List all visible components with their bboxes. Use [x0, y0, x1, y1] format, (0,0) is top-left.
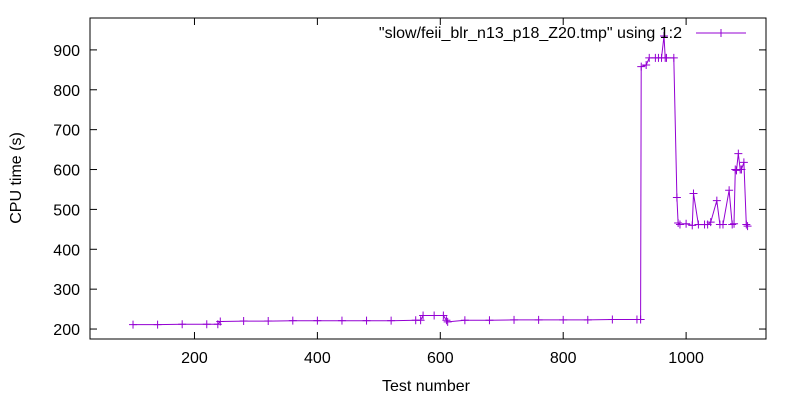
data-point-marker	[662, 53, 671, 62]
y-tick-label: 300	[53, 282, 80, 299]
x-tick-label: 1000	[668, 350, 704, 367]
data-point-marker	[706, 218, 715, 227]
data-point-marker	[718, 220, 727, 229]
data-point-marker	[689, 189, 698, 198]
data-point-marker	[485, 316, 494, 325]
data-point-marker	[608, 315, 617, 324]
data-point-marker	[202, 320, 211, 329]
data-point-marker	[313, 316, 322, 325]
y-tick-label: 500	[53, 202, 80, 219]
data-point-marker	[443, 317, 452, 326]
data-point-marker	[743, 222, 752, 231]
data-point-marker	[682, 219, 691, 228]
data-point-marker	[460, 316, 469, 325]
y-tick-label: 400	[53, 242, 80, 259]
data-point-marker	[510, 315, 519, 324]
data-point-marker	[239, 317, 248, 326]
data-point-marker	[153, 320, 162, 329]
axis-tick-labels: 200 400 600 800 1000 200 300 400 500 600 700 800 900	[53, 43, 704, 367]
data-point-marker	[737, 165, 746, 174]
data-point-marker	[732, 166, 741, 175]
data-point-marker	[730, 219, 739, 228]
data-point-marker	[430, 311, 439, 320]
y-tick-label: 600	[53, 163, 80, 180]
data-point-marker	[439, 311, 448, 320]
data-point-marker	[583, 315, 592, 324]
data-point-marker	[264, 317, 273, 326]
data-point-marker	[712, 196, 721, 205]
data-point-marker	[669, 53, 678, 62]
x-tick-label: 600	[427, 350, 454, 367]
x-tick-label: 200	[181, 350, 208, 367]
data-point-marker	[337, 316, 346, 325]
data-point-marker	[728, 220, 737, 229]
data-point-marker	[688, 221, 697, 230]
series-layer	[129, 31, 752, 329]
data-point-marker	[642, 61, 651, 70]
data-point-marker	[734, 149, 743, 158]
data-point-marker	[178, 320, 187, 329]
data-point-marker	[637, 62, 646, 71]
y-tick-label: 700	[53, 123, 80, 140]
data-point-marker	[725, 186, 734, 195]
data-point-marker	[674, 218, 683, 227]
y-tick-label: 900	[53, 43, 80, 60]
data-point-marker	[636, 315, 645, 324]
data-point-marker	[659, 31, 668, 40]
data-point-marker	[129, 320, 138, 329]
axis-ticks	[90, 18, 766, 339]
data-point-marker	[534, 315, 543, 324]
data-point-marker	[442, 316, 451, 325]
data-point-marker	[387, 316, 396, 325]
y-tick-label: 800	[53, 83, 80, 100]
x-tick-label: 400	[304, 350, 331, 367]
data-point-marker	[742, 220, 751, 229]
legend-plus-marker	[717, 29, 725, 37]
data-point-marker	[216, 317, 225, 326]
data-point-marker	[419, 311, 428, 320]
series-line	[133, 35, 748, 326]
data-point-marker	[672, 193, 681, 202]
legend-label: "slow/feii_blr_n13_p18_Z20.tmp" using 1:…	[379, 25, 682, 42]
x-axis-title: Test number	[382, 378, 471, 395]
plot-frame	[89, 17, 767, 340]
data-point-marker	[739, 158, 748, 167]
data-point-marker	[675, 220, 684, 229]
legend-swatch-marker	[717, 29, 725, 37]
y-axis-title: CPU time (s)	[8, 132, 25, 224]
data-point-marker	[362, 316, 371, 325]
data-point-marker	[288, 316, 297, 325]
x-tick-label: 800	[550, 350, 577, 367]
legend: "slow/feii_blr_n13_p18_Z20.tmp" using 1:…	[379, 25, 746, 42]
y-tick-label: 200	[53, 322, 80, 339]
data-point-marker	[559, 315, 568, 324]
data-point-marker	[416, 316, 425, 325]
